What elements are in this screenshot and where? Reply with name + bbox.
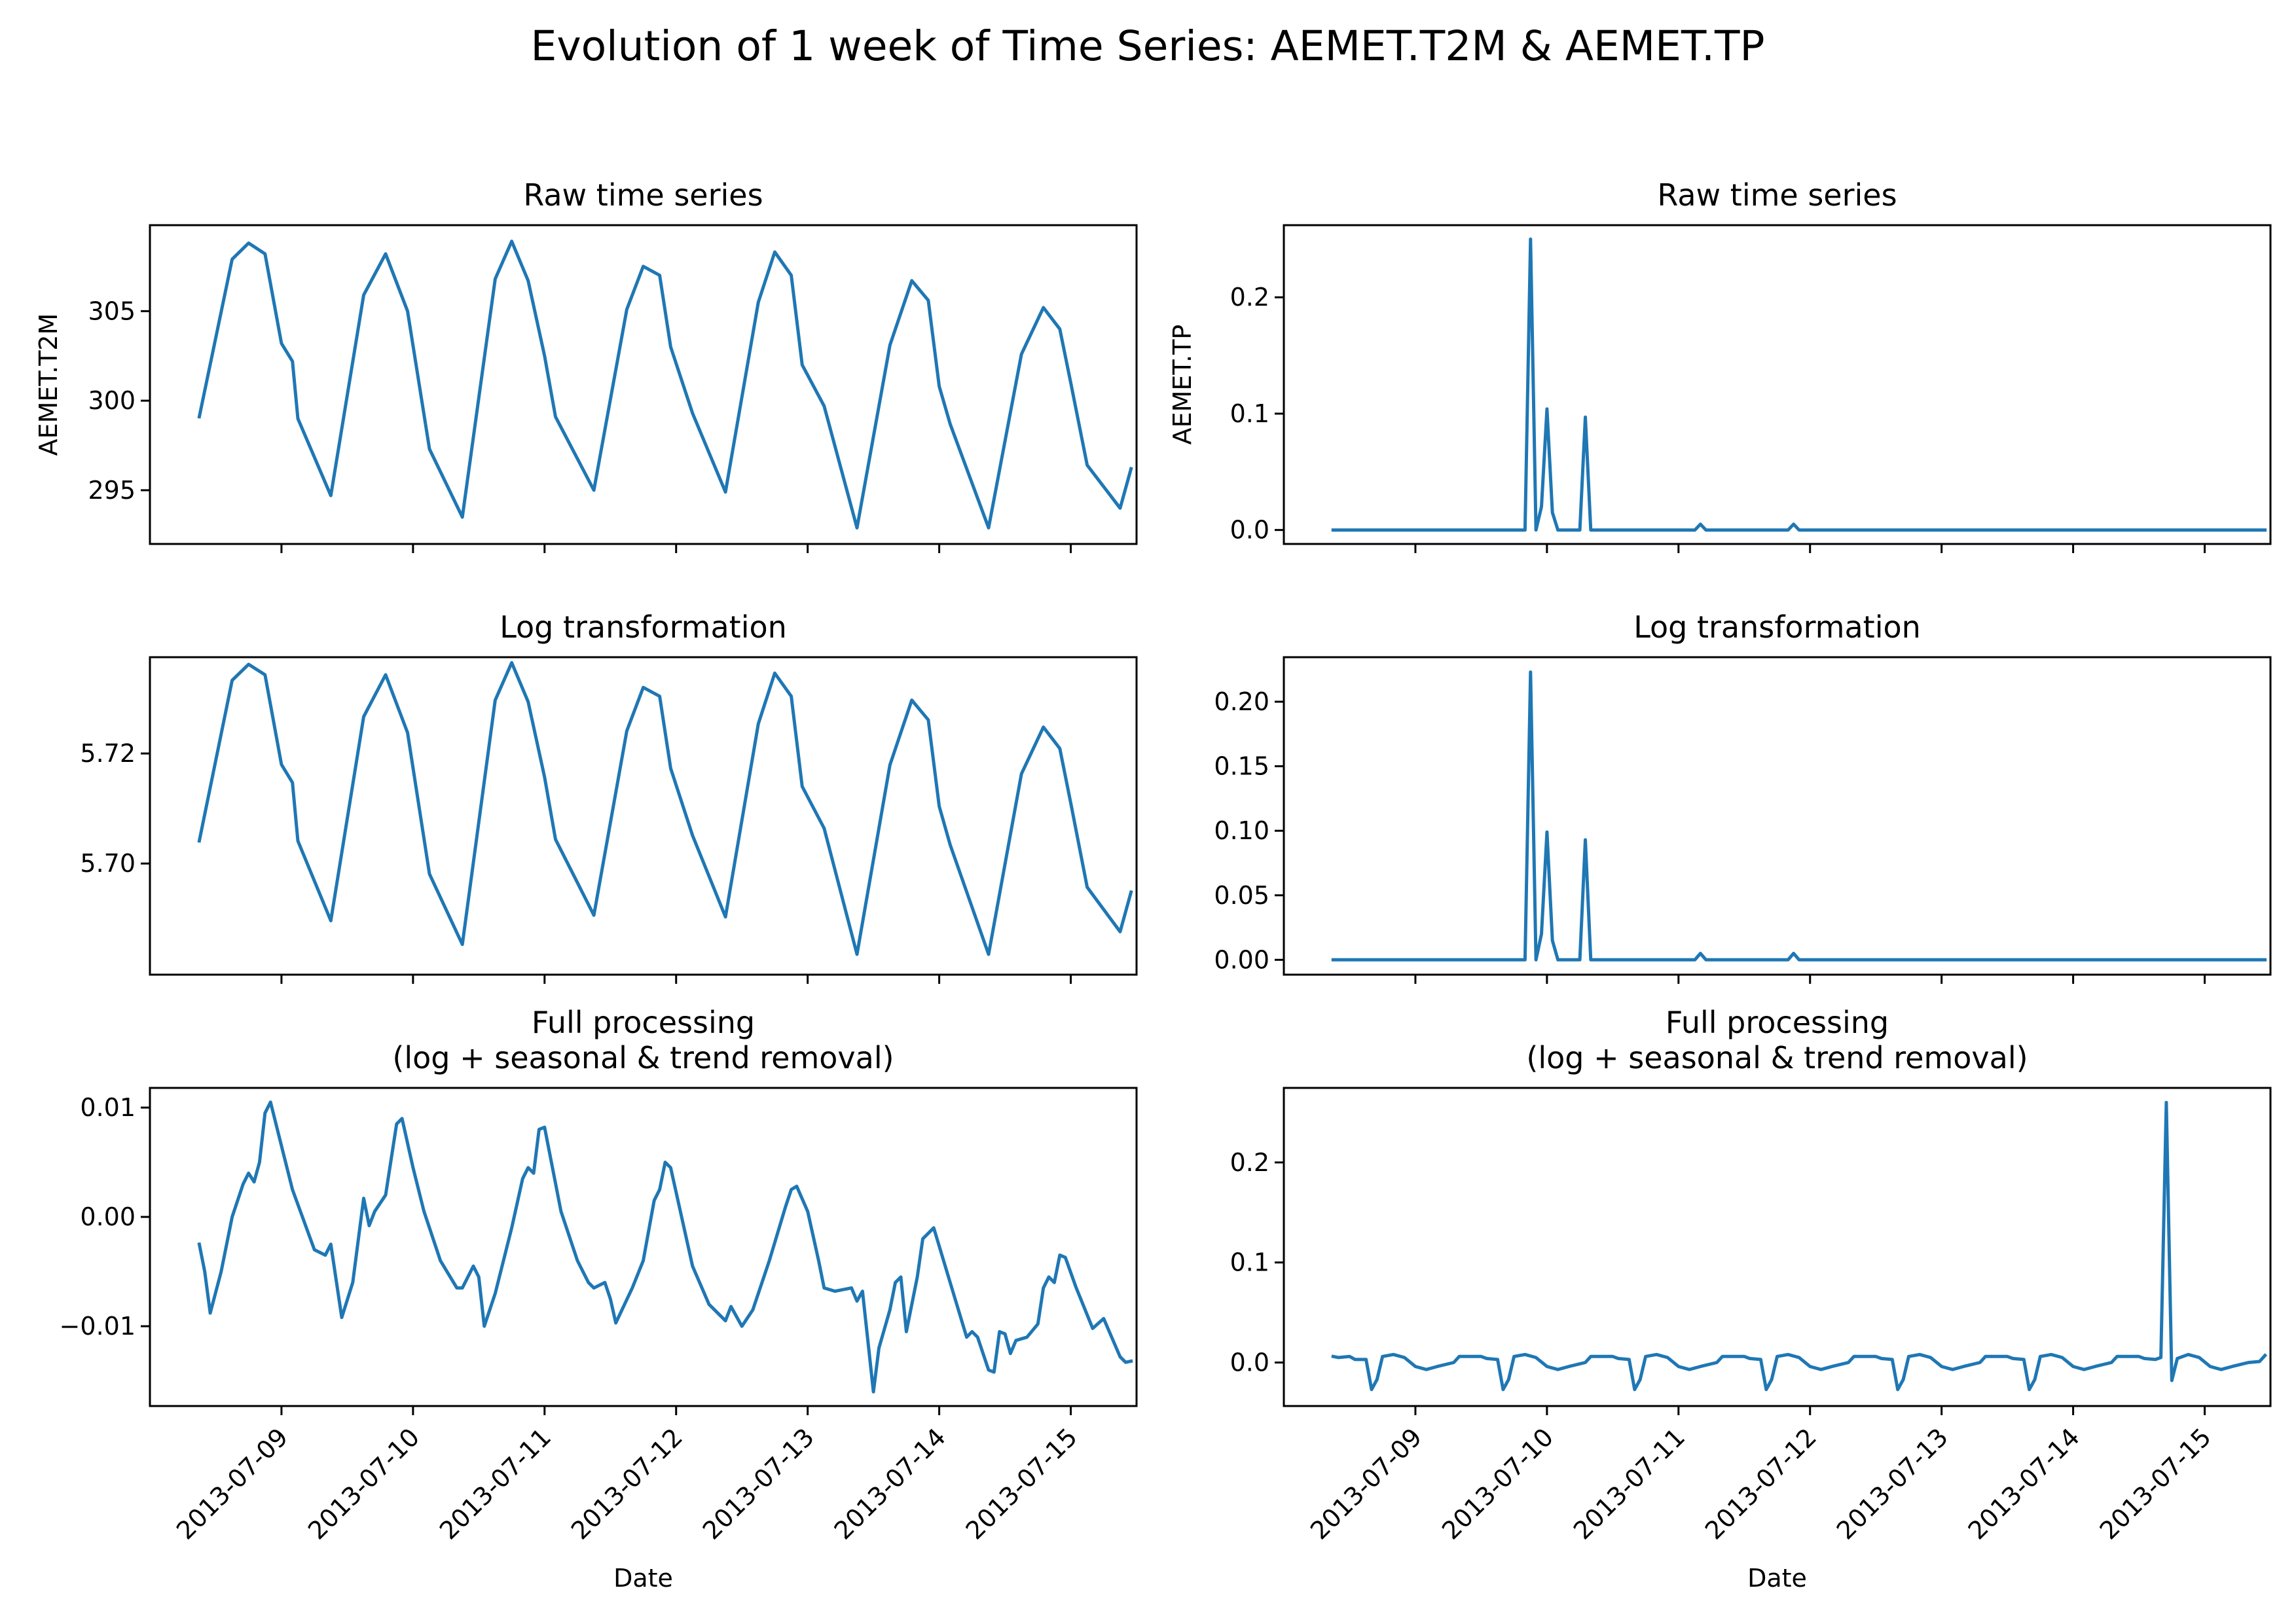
panel-2-ytick-label: 0.2 — [1230, 283, 1269, 312]
panel-2-series-line — [1331, 237, 2267, 532]
panel-5-frame — [149, 1087, 1138, 1407]
panel-4-series-line — [1331, 670, 2267, 962]
panel-3-title: Log transformation — [500, 609, 787, 645]
panel-1-frame — [149, 224, 1138, 545]
panel-4-ytick-label: 0.20 — [1214, 687, 1269, 716]
panel-5-title: Full processing — [532, 1005, 755, 1040]
panel-3-ytick-label: 5.70 — [80, 849, 136, 878]
panel-6-series-line — [1331, 1100, 2268, 1392]
panel-5-series-line — [197, 1100, 1133, 1394]
panel-1-series-line — [197, 240, 1133, 530]
panel-5-ytick-label: 0.00 — [80, 1202, 136, 1231]
panel-5-ytick-label: −0.01 — [60, 1312, 136, 1341]
panel-1-ytick-label: 300 — [88, 386, 136, 415]
panel-6-title: (log + seasonal & trend removal) — [1526, 1040, 2028, 1075]
panel-2-ytick-label: 0.1 — [1230, 399, 1269, 428]
panel-2-ytick-label: 0.0 — [1230, 516, 1269, 545]
panel-5-xlabel: Date — [613, 1564, 673, 1593]
panel-2-ylabel: AEMET.TP — [1168, 325, 1197, 445]
panel-1-title: Raw time series — [523, 177, 763, 213]
panel-5-title: (log + seasonal & trend removal) — [392, 1040, 894, 1075]
panel-5-ytick-label: 0.01 — [80, 1093, 136, 1122]
panel-6-ytick-label: 0.1 — [1230, 1248, 1269, 1277]
panel-1-ylabel: AEMET.T2M — [34, 314, 63, 456]
panel-6-xlabel: Date — [1747, 1564, 1807, 1593]
panel-4-ytick-label: 0.15 — [1214, 752, 1269, 781]
panel-6-ytick-label: 0.0 — [1230, 1348, 1269, 1377]
figure-title: Evolution of 1 week of Time Series: AEME… — [531, 22, 1765, 70]
panel-6-title: Full processing — [1666, 1005, 1889, 1040]
panel-4-ytick-label: 0.00 — [1214, 945, 1269, 974]
panel-2-title: Raw time series — [1657, 177, 1897, 213]
panel-3-series-line — [197, 660, 1133, 956]
panel-1-ytick-label: 305 — [88, 297, 136, 325]
panel-4-ytick-label: 0.05 — [1214, 881, 1269, 910]
panel-6-frame — [1283, 1087, 2272, 1407]
panel-3-frame — [149, 656, 1138, 976]
panel-4-frame — [1283, 656, 2272, 976]
panel-6-ytick-label: 0.2 — [1230, 1148, 1269, 1177]
panel-1-ytick-label: 295 — [88, 476, 136, 505]
panel-2-frame — [1283, 224, 2272, 545]
panel-3-ytick-label: 5.72 — [80, 739, 136, 768]
panel-4-ytick-label: 0.10 — [1214, 816, 1269, 845]
panel-4-title: Log transformation — [1633, 609, 1921, 645]
